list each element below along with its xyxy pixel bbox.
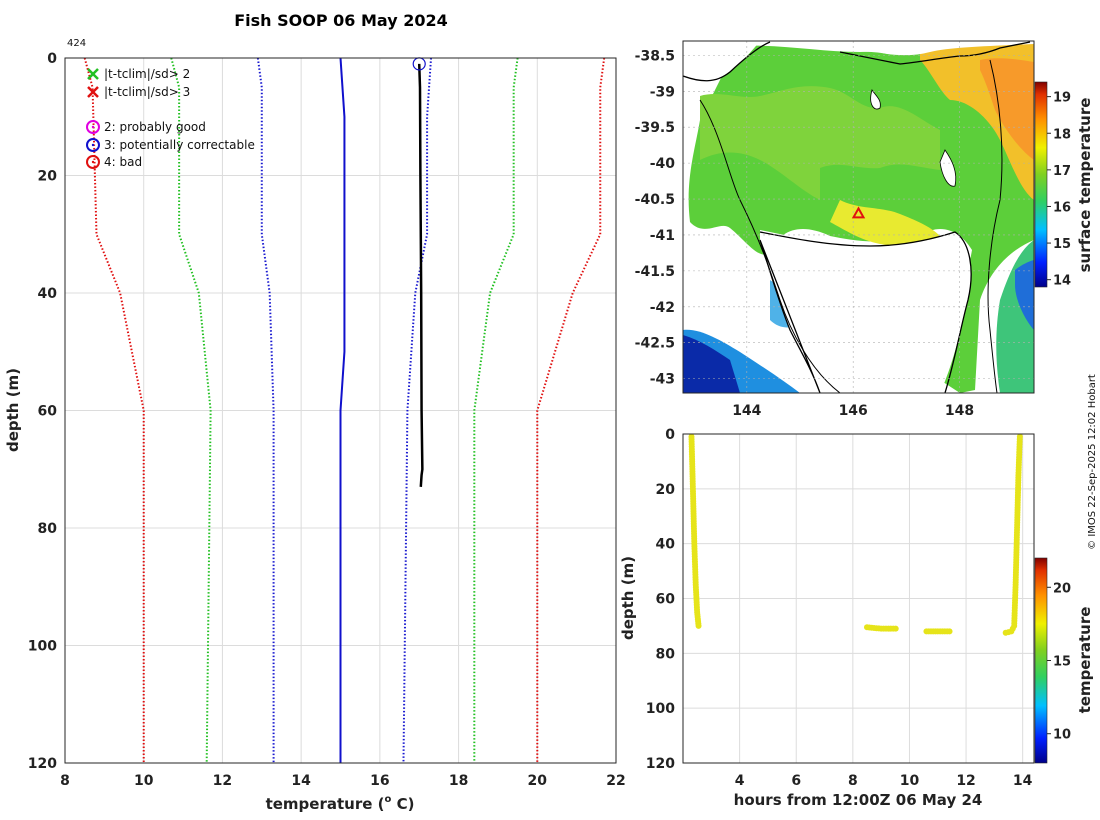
profile-x-tick: 12 [213,773,232,789]
depth-time-y-axis-label: depth (m) [619,556,637,640]
map-lat-tick: -40.5 [635,192,675,208]
depth-time-x-tick: 12 [956,773,975,789]
sst-colorbar-tick-label: 16 [1053,200,1071,215]
sst-colorbar-tick-label: 18 [1053,127,1071,142]
depth-time-point [947,628,953,634]
depth-time-point [696,623,702,629]
profile-y-tick: 120 [28,756,57,772]
map-lat-tick: -38.5 [635,48,675,64]
profile-y-tick: 40 [38,286,58,302]
profile-y-tick: 100 [28,639,57,655]
temperature-colorbar-ticks: 10 15 20 [1047,581,1071,742]
profile-y-tick: 80 [38,521,58,537]
depth-time-x-tick: 14 [1013,773,1033,789]
map-lat-tick: -39 [650,84,675,100]
profile-x-axis-label: temperature (o C) [266,794,415,813]
temperature-colorbar-tick-label: 15 [1053,655,1071,670]
map-lon-tick: 144 [732,403,761,419]
profile-x-tick: 22 [606,773,625,789]
map-lon-tick: 146 [839,403,868,419]
sst-colorbar-tick-label: 15 [1053,237,1071,252]
map-lat-tick: -42.5 [635,336,675,352]
sst-colorbar-tick-label: 19 [1053,91,1071,106]
depth-time-x-axis-label: hours from 12:00Z 06 May 24 [734,791,983,809]
depth-time-x-tick: 8 [848,773,858,789]
map-lat-tick: -42 [650,300,675,316]
temperature-colorbar-tick-label: 20 [1053,581,1071,596]
sst-colorbar-tick-label: 14 [1053,274,1071,289]
map-lat-tick: -40 [650,156,676,172]
depth-time-y-tick: 60 [656,592,676,608]
profile-x-tick: 8 [60,773,70,789]
depth-time-y-tick: 100 [646,701,675,717]
depth-time-x-tick: 10 [900,773,920,789]
profile-x-tick: 16 [370,773,389,789]
map-lat-tick: -41 [650,228,675,244]
depth-time-point [893,626,899,632]
map-lon-tick: 148 [945,403,974,419]
map-lat-tick: -43 [650,372,675,388]
profile-x-tick: 18 [449,773,468,789]
profile-y-tick: 60 [38,404,58,420]
profile-id-label: 424 [67,38,86,49]
depth-time-y-tick: 80 [656,646,676,662]
depth-time-y-tick: 0 [665,427,675,443]
legend-label-flag2: 2: probably good [104,120,206,134]
sst-map-panel: 144 146 148 -38.5 -39 -39.5 -40 -40.5 -41 -41.5 -4… [635,41,1094,419]
depth-time-point [1017,434,1023,440]
map-lat-tick: -39.5 [635,120,675,136]
legend-label-sd3: |t-tclim|/sd> 3 [104,85,190,99]
depth-time-x-tick: 4 [735,773,745,789]
depth-time-panel: 4 6 8 10 12 14 0 20 40 60 80 100 120 hours from 12:0… [619,427,1094,809]
sst-colorbar [1035,82,1047,287]
legend-label-flag3: 3: potentially correctable [104,138,255,152]
sst-colorbar-label: surface temperature [1076,98,1094,273]
depth-time-x-tick: 6 [791,773,801,789]
profile-y-tick: 0 [47,51,57,67]
profile-x-tick: 20 [528,773,548,789]
depth-time-y-tick: 40 [656,537,676,553]
temperature-colorbar-label: temperature [1076,607,1094,714]
temperature-colorbar [1035,558,1047,763]
depth-time-y-tick: 120 [646,756,675,772]
legend-label-sd2: |t-tclim|/sd> 2 [104,67,190,81]
sst-colorbar-ticks: 14 15 16 17 18 19 [1047,91,1071,289]
figure-title: Fish SOOP 06 May 2024 [234,11,448,30]
profile-y-tick: 20 [38,169,58,185]
figure: Fish SOOP 06 May 2024 8 10 12 14 16 18 20 22 0 20… [0,0,1100,820]
profile-y-axis-label: depth (m) [4,368,22,452]
profile-x-tick: 10 [134,773,154,789]
credit-label: © IMOS 22-Sep-2025 12:02 Hobart [1087,374,1098,550]
profile-x-tick: 14 [291,773,311,789]
profile-panel: 8 10 12 14 16 18 20 22 0 20 40 60 80 100 120 424 |t-tc… [4,38,626,813]
legend-label-flag4: 4: bad [104,155,142,169]
temperature-colorbar-tick-label: 10 [1053,728,1071,743]
depth-time-y-tick: 20 [656,482,676,498]
map-lat-tick: -41.5 [635,264,675,280]
sst-colorbar-tick-label: 17 [1053,164,1071,179]
